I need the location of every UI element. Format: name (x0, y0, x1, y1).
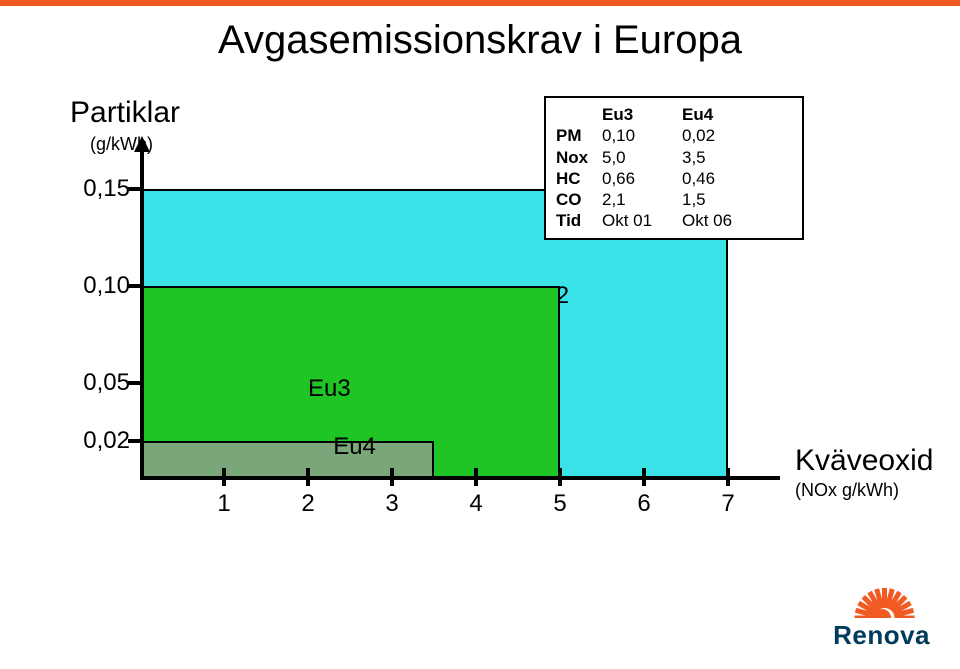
sun-ray-icon (894, 616, 914, 619)
brand-name: Renova (833, 620, 930, 651)
x-tick-label: 2 (293, 490, 323, 518)
table-header-cell (556, 104, 602, 125)
page-title: Avgasemissionskrav i Europa (0, 18, 960, 63)
x-tick-label: 3 (377, 490, 407, 518)
table-cell: 5,0 (602, 147, 682, 168)
y-axis-label: Partiklar (70, 96, 180, 130)
x-tick-label: 4 (461, 490, 491, 518)
table-cell: 2,1 (602, 189, 682, 210)
x-axis-label: Kväveoxid (795, 444, 933, 478)
y-tick-label: 0,10 (60, 272, 130, 300)
y-axis-arrow-icon (134, 136, 150, 152)
table-cell: 0,10 (602, 125, 682, 146)
x-tick-label: 1 (209, 490, 239, 518)
x-axis-sublabel: (NOx g/kWh) (795, 480, 899, 501)
table-row: HC0,660,46 (556, 168, 792, 189)
y-axis-line (140, 140, 144, 480)
x-tick-label: 7 (713, 490, 743, 518)
table-row: Nox5,03,5 (556, 147, 792, 168)
table-cell: 0,02 (682, 125, 792, 146)
table-cell: Nox (556, 147, 602, 168)
table-header-cell: Eu4 (682, 104, 792, 125)
table-row: TidOkt 01Okt 06 (556, 210, 792, 231)
table-cell: 3,5 (682, 147, 792, 168)
table-cell: 1,5 (682, 189, 792, 210)
table-header-cell: Eu3 (602, 104, 682, 125)
table-cell: Okt 06 (682, 210, 792, 231)
chart-rect-label: Eu3 (308, 375, 351, 403)
table-cell: Tid (556, 210, 602, 231)
chart-rect-label: Eu4 (333, 433, 376, 461)
table-cell: CO (556, 189, 602, 210)
brand-logo: Renova (833, 578, 930, 651)
x-axis-line (140, 476, 780, 480)
table-row: PM0,100,02 (556, 125, 792, 146)
table-cell: 0,66 (602, 168, 682, 189)
emission-standards-table: Eu3Eu4PM0,100,02Nox5,03,5HC0,660,46CO2,1… (544, 96, 804, 240)
y-tick-label: 0,15 (60, 175, 130, 203)
table-cell: Okt 01 (602, 210, 682, 231)
sun-icon (847, 578, 917, 618)
x-tick-label: 5 (545, 490, 575, 518)
table-header-row: Eu3Eu4 (556, 104, 792, 125)
y-tick-label: 0,05 (60, 369, 130, 397)
table-cell: PM (556, 125, 602, 146)
x-tick-label: 6 (629, 490, 659, 518)
slide: Avgasemissionskrav i Europa Partiklar (g… (0, 0, 960, 669)
table-cell: HC (556, 168, 602, 189)
table-cell: 0,46 (682, 168, 792, 189)
y-tick-label: 0,02 (60, 427, 130, 455)
table-row: CO2,11,5 (556, 189, 792, 210)
brand-top-bar (0, 0, 960, 6)
